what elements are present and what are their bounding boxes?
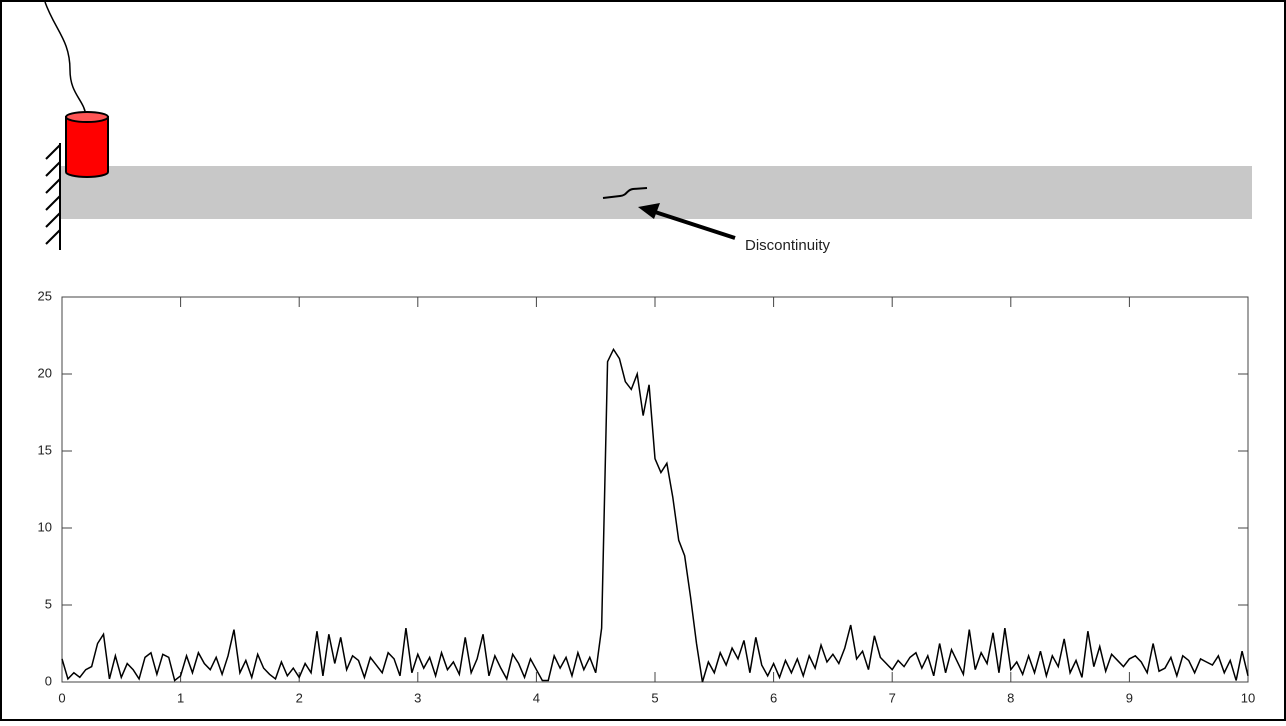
- x-tick-label: 0: [58, 690, 65, 705]
- x-tick-label: 3: [414, 690, 421, 705]
- crack: [602, 187, 648, 199]
- y-tick-label: 10: [38, 519, 52, 534]
- x-tick-label: 10: [1241, 690, 1255, 705]
- y-tick-label: 25: [38, 288, 52, 303]
- y-tick-label: 15: [38, 442, 52, 457]
- arrow: [654, 210, 736, 240]
- x-tick-label: 1: [177, 690, 184, 705]
- y-tick-label: 20: [38, 365, 52, 380]
- transducer: [65, 111, 109, 178]
- cable: [44, 1, 87, 118]
- arrow-head: [638, 203, 660, 219]
- annotation: Discontinuity: [745, 237, 831, 254]
- y-tick-label: 5: [45, 596, 52, 611]
- x-tick-label: 9: [1126, 690, 1133, 705]
- data-line: [61, 347, 1249, 683]
- x-tick-label: 5: [651, 690, 658, 705]
- x-tick-label: 6: [770, 690, 777, 705]
- y-tick-label: 0: [45, 673, 52, 688]
- x-tick-label: 8: [1007, 690, 1014, 705]
- x-tick-label: 4: [533, 690, 540, 705]
- wall: [45, 143, 61, 250]
- x-tick-label: 7: [889, 690, 896, 705]
- x-tick-label: 2: [296, 690, 303, 705]
